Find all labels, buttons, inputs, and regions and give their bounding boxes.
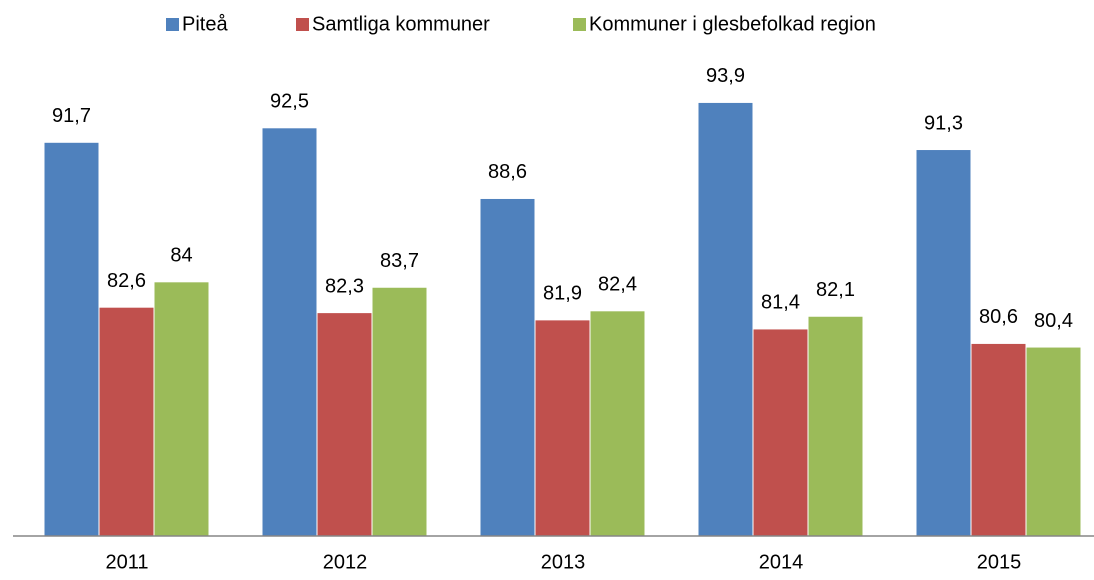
x-tick-label: 2014 (759, 551, 804, 573)
bar (535, 320, 590, 536)
value-label: 80,6 (979, 306, 1018, 328)
bar (372, 287, 427, 536)
x-tick-label: 2015 (977, 551, 1022, 573)
value-label: 80,4 (1034, 310, 1073, 332)
x-tick-label: 2011 (105, 551, 148, 573)
x-tick-label: 2013 (541, 551, 586, 573)
legend-label: Piteå (182, 13, 228, 35)
x-tick-label: 2012 (323, 551, 368, 573)
bar (480, 198, 535, 536)
bar (590, 311, 645, 536)
bar (1026, 347, 1081, 536)
value-label: 91,3 (924, 112, 963, 134)
bar (262, 128, 317, 537)
legend-swatch (296, 18, 309, 31)
legend-swatch (573, 18, 586, 31)
value-label: 92,5 (270, 91, 309, 113)
bar (698, 102, 753, 536)
value-label: 83,7 (380, 250, 419, 272)
bar (154, 282, 209, 536)
bar (99, 307, 154, 536)
bar (44, 142, 99, 536)
value-label: 82,4 (598, 274, 637, 296)
bar (971, 343, 1026, 536)
value-label: 91,7 (52, 105, 91, 127)
legend-label: Kommuner i glesbefolkad region (589, 13, 876, 35)
value-label: 84 (170, 245, 192, 267)
value-label: 82,3 (325, 275, 364, 297)
bar (753, 329, 808, 536)
legend-swatch (166, 18, 179, 31)
value-label: 81,4 (761, 292, 800, 314)
legend-label: Samtliga kommuner (312, 13, 490, 35)
value-label: 81,9 (543, 283, 582, 305)
value-label: 82,1 (816, 279, 855, 301)
bar (808, 316, 863, 536)
value-label: 82,6 (107, 270, 146, 292)
bar (317, 313, 372, 536)
bar (916, 150, 971, 536)
value-label: 93,9 (706, 65, 745, 87)
value-label: 88,6 (488, 161, 527, 183)
